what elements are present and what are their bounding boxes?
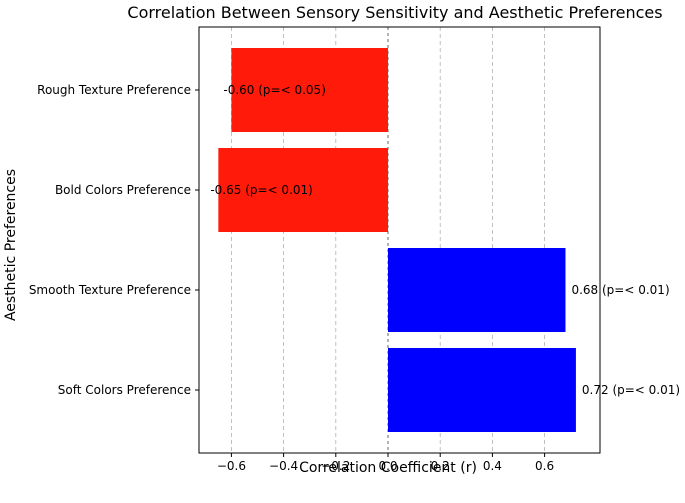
x-tick-label: 0.0 [378, 459, 397, 473]
data-label: 0.68 (p=< 0.01) [571, 283, 669, 297]
data-labels: 0.72 (p=< 0.01) 0.68 (p=< 0.01) -0.65 (p=<… [210, 83, 680, 397]
bars [218, 48, 576, 432]
data-label: -0.65 (p=< 0.01) [210, 183, 313, 197]
y-tick-label: Soft Colors Preference [58, 383, 191, 397]
chart-title: Correlation Between Sensory Sensitivity … [127, 3, 662, 22]
x-tick-label: 0.2 [431, 459, 450, 473]
bar [388, 248, 566, 332]
x-tick-label: −0.6 [217, 459, 246, 473]
y-axis-ticks: Soft Colors Preference Smooth Texture Pre… [29, 83, 199, 397]
bar [231, 48, 388, 132]
bar [218, 148, 388, 232]
data-label: 0.72 (p=< 0.01) [582, 383, 680, 397]
y-tick-label: Smooth Texture Preference [29, 283, 191, 297]
x-tick-label: 0.6 [535, 459, 554, 473]
x-axis-label: Correlation Coefficient (r) [299, 460, 477, 476]
plot-frame [198, 26, 601, 454]
data-label: -0.60 (p=< 0.05) [223, 83, 326, 97]
x-tick-label: −0.4 [269, 459, 298, 473]
x-tick-label: 0.4 [483, 459, 502, 473]
x-axis-ticks: −0.6 −0.4 −0.2 0.0 0.2 0.4 0.6 [217, 453, 554, 473]
y-axis-label: Aesthetic Preferences [3, 169, 19, 321]
bar [388, 348, 576, 432]
x-tick-label: −0.2 [321, 459, 350, 473]
y-tick-label: Bold Colors Preference [55, 183, 191, 197]
y-tick-label: Rough Texture Preference [37, 83, 191, 97]
